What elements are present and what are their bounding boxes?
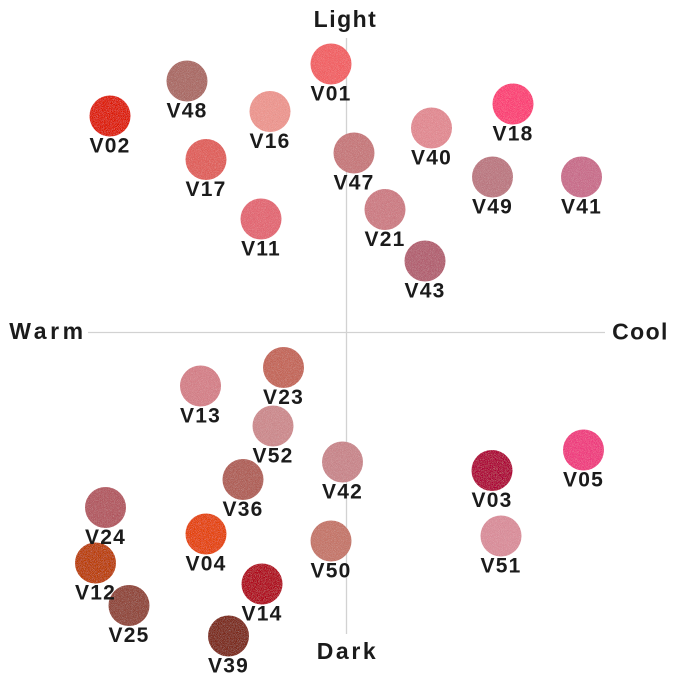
svg-text:V47: V47 <box>334 172 375 195</box>
svg-text:V14: V14 <box>242 603 283 626</box>
svg-text:V43: V43 <box>405 280 446 303</box>
svg-text:Dark: Dark <box>317 638 379 664</box>
svg-text:V11: V11 <box>241 238 281 261</box>
svg-text:Warm: Warm <box>9 318 86 344</box>
svg-text:V41: V41 <box>561 196 602 219</box>
svg-text:V13: V13 <box>180 405 221 428</box>
svg-text:V01: V01 <box>311 83 352 106</box>
svg-text:V03: V03 <box>472 489 513 512</box>
svg-text:V17: V17 <box>186 178 227 201</box>
svg-text:V25: V25 <box>109 624 150 647</box>
svg-text:V24: V24 <box>85 526 126 549</box>
svg-text:V50: V50 <box>311 560 352 583</box>
svg-text:V23: V23 <box>263 386 304 409</box>
svg-text:V48: V48 <box>167 100 208 123</box>
svg-text:Cool: Cool <box>612 319 669 345</box>
svg-text:V16: V16 <box>250 130 291 153</box>
svg-text:V18: V18 <box>493 123 534 146</box>
svg-text:V36: V36 <box>223 498 264 521</box>
svg-text:V52: V52 <box>253 445 294 468</box>
svg-text:V02: V02 <box>90 135 131 158</box>
svg-text:V40: V40 <box>411 147 452 170</box>
svg-text:V39: V39 <box>208 655 249 678</box>
svg-text:V49: V49 <box>472 196 513 219</box>
svg-text:V05: V05 <box>563 469 604 492</box>
svg-text:V04: V04 <box>186 553 227 576</box>
svg-text:V51: V51 <box>481 555 522 578</box>
svg-text:Light: Light <box>314 6 378 32</box>
svg-text:V21: V21 <box>365 228 406 251</box>
svg-text:V42: V42 <box>322 481 363 504</box>
svg-text:V12: V12 <box>75 582 116 605</box>
